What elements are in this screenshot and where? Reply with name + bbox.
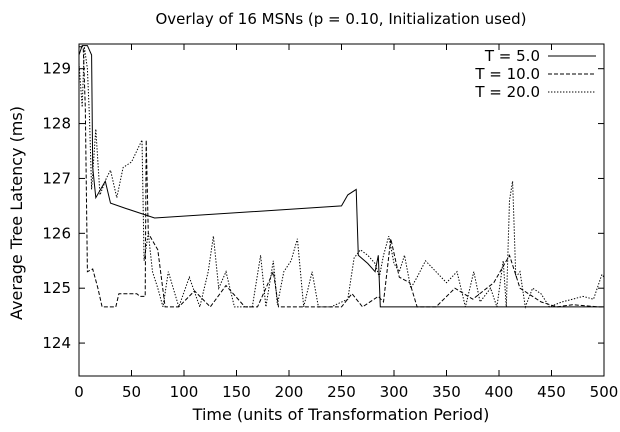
- y-tick-label: 129: [42, 60, 71, 78]
- x-tick-label: 250: [327, 383, 356, 401]
- y-tick-label: 127: [42, 169, 71, 187]
- x-axis: 0 50 100 150 200 250 300 350 400 450 500: [74, 44, 618, 401]
- x-tick-label: 150: [222, 383, 251, 401]
- chart-title: Overlay of 16 MSNs (p = 0.10, Initializa…: [155, 10, 526, 28]
- x-tick-label: 50: [122, 383, 141, 401]
- y-axis-label: Average Tree Latency (ms): [7, 106, 26, 320]
- series-line-3: [79, 46, 604, 309]
- y-tick-label: 126: [42, 224, 71, 242]
- legend-label: T = 5.0: [484, 47, 540, 65]
- series-line-1: [79, 45, 604, 308]
- y-tick-label: 125: [42, 279, 71, 297]
- y-axis: 124 125 126 127 128 129: [42, 60, 604, 352]
- legend: T = 5.0T = 10.0T = 20.0: [474, 47, 596, 101]
- x-tick-label: 500: [590, 383, 619, 401]
- x-tick-label: 450: [537, 383, 566, 401]
- series-line-2: [79, 46, 604, 308]
- legend-label: T = 10.0: [474, 65, 540, 83]
- x-tick-label: 200: [275, 383, 304, 401]
- x-tick-label: 0: [74, 383, 84, 401]
- x-axis-label: Time (units of Transformation Period): [192, 405, 490, 424]
- x-tick-label: 300: [380, 383, 409, 401]
- legend-label: T = 20.0: [474, 83, 540, 101]
- x-tick-label: 400: [485, 383, 514, 401]
- y-tick-label: 124: [42, 334, 71, 352]
- x-tick-label: 350: [432, 383, 461, 401]
- x-tick-label: 100: [170, 383, 199, 401]
- y-tick-label: 128: [42, 115, 71, 133]
